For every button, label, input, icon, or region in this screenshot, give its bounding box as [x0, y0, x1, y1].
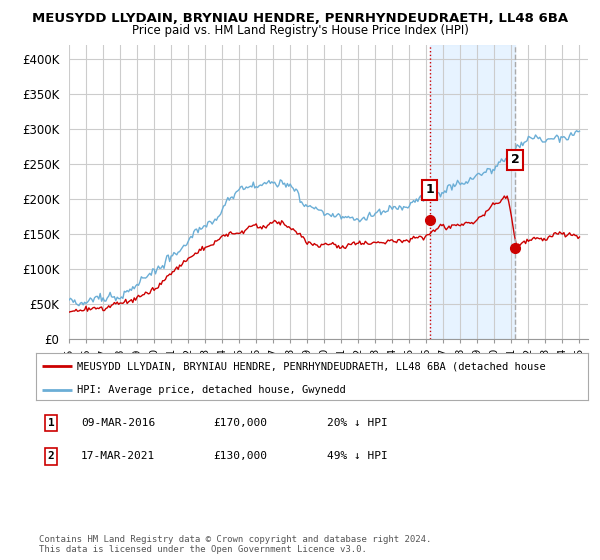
Text: This data is licensed under the Open Government Licence v3.0.: This data is licensed under the Open Gov… — [39, 545, 367, 554]
Text: 2: 2 — [47, 451, 55, 461]
Text: HPI: Average price, detached house, Gwynedd: HPI: Average price, detached house, Gwyn… — [77, 385, 346, 395]
Text: £130,000: £130,000 — [213, 451, 267, 461]
Text: Contains HM Land Registry data © Crown copyright and database right 2024.: Contains HM Land Registry data © Crown c… — [39, 535, 431, 544]
Text: 49% ↓ HPI: 49% ↓ HPI — [327, 451, 388, 461]
Text: MEUSYDD LLYDAIN, BRYNIAU HENDRE, PENRHYNDEUDRAETH, LL48 6BA (detached house: MEUSYDD LLYDAIN, BRYNIAU HENDRE, PENRHYN… — [77, 361, 546, 371]
Text: 1: 1 — [425, 183, 434, 196]
Text: 09-MAR-2016: 09-MAR-2016 — [81, 418, 155, 428]
Text: £170,000: £170,000 — [213, 418, 267, 428]
Text: 2: 2 — [511, 153, 520, 166]
Text: Price paid vs. HM Land Registry's House Price Index (HPI): Price paid vs. HM Land Registry's House … — [131, 24, 469, 37]
Text: 20% ↓ HPI: 20% ↓ HPI — [327, 418, 388, 428]
Text: 17-MAR-2021: 17-MAR-2021 — [81, 451, 155, 461]
Text: MEUSYDD LLYDAIN, BRYNIAU HENDRE, PENRHYNDEUDRAETH, LL48 6BA: MEUSYDD LLYDAIN, BRYNIAU HENDRE, PENRHYN… — [32, 12, 568, 25]
Bar — [430, 45, 515, 339]
Text: 1: 1 — [47, 418, 55, 428]
